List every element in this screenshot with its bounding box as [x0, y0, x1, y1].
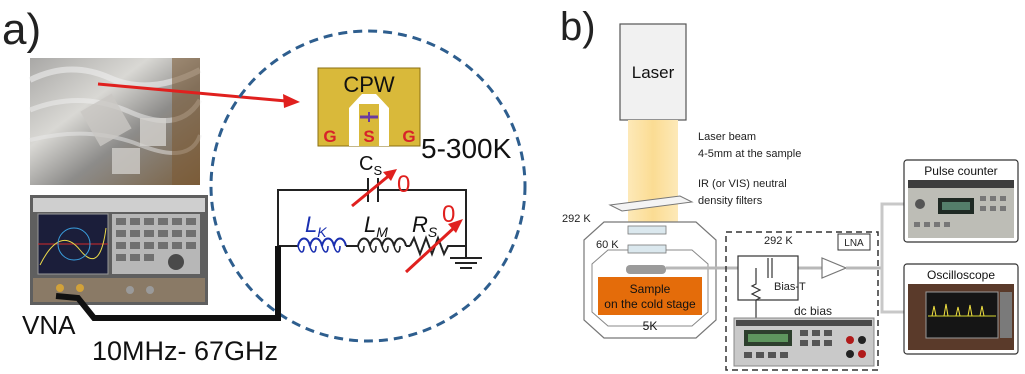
cpw-title: CPW — [343, 72, 395, 97]
filters-label-2: density filters — [698, 195, 763, 207]
tunable-capacitor-arrow — [351, 169, 397, 208]
bias-t-label: Bias-T — [774, 281, 806, 293]
bias-tee — [737, 255, 799, 301]
rs-value: 0 — [442, 201, 455, 228]
lm-label: LM — [364, 212, 388, 240]
sample-label-1: Sample — [630, 282, 671, 296]
dc-bias-label: dc bias — [794, 304, 832, 318]
line-to-counter — [880, 202, 904, 268]
lna-label: LNA — [844, 238, 864, 249]
lk-label: LK — [305, 212, 327, 240]
red-arrow — [97, 82, 300, 108]
window-292k — [627, 225, 667, 235]
panel-a-label: a) — [2, 5, 41, 54]
pad-signal: S — [363, 127, 374, 146]
resonator-circuit — [277, 178, 482, 269]
pad-ground-right: G — [402, 127, 415, 146]
frequency-range: 10MHz- 67GHz — [92, 336, 278, 366]
temp-60k: 60 K — [596, 239, 619, 251]
oscilloscope-label: Oscilloscope — [927, 268, 995, 282]
wafer-photo — [28, 58, 203, 185]
pulse-counter-photo — [908, 180, 1014, 238]
line-to-scope — [880, 268, 904, 314]
cap-label: CS — [359, 153, 382, 178]
temp-5k: 5K — [643, 319, 658, 333]
laser-beam-label: Laser beam — [698, 131, 756, 143]
temp-292k-inner: 292 K — [764, 235, 793, 247]
laser-source — [619, 23, 687, 121]
dc-source-photo — [733, 317, 875, 367]
sample-label-2: on the cold stage — [604, 297, 696, 311]
oscilloscope-photo — [908, 284, 1014, 350]
cold-stage — [598, 277, 702, 315]
pad-ground-left: G — [323, 127, 336, 146]
sample-chip — [626, 265, 666, 274]
window-60k — [627, 244, 667, 254]
amplifier-symbol — [821, 257, 848, 279]
cap-value: 0 — [397, 171, 410, 198]
panel-b-label: b) — [560, 5, 596, 49]
temp-292k-outer: 292 K — [562, 213, 591, 225]
coax-cable — [55, 246, 281, 321]
neutral-density-filter — [608, 195, 694, 212]
temperature-range: 5-300K — [421, 133, 512, 164]
vna-photo — [30, 195, 208, 305]
rs-label: RS — [412, 212, 438, 240]
vna-label: VNA — [22, 310, 76, 340]
cryostat-boundary-circle — [209, 29, 527, 343]
cpw-chip — [317, 67, 421, 147]
lna-box — [837, 233, 871, 251]
room-temp-electronics-box — [725, 231, 879, 371]
filters-label-1: IR (or VIS) neutral — [698, 178, 787, 190]
tunable-resistor-arrow — [404, 219, 463, 274]
pulse-counter-label: Pulse counter — [924, 164, 997, 178]
laser-label: Laser — [632, 63, 675, 82]
beam-size-label: 4-5mm at the sample — [698, 148, 801, 160]
